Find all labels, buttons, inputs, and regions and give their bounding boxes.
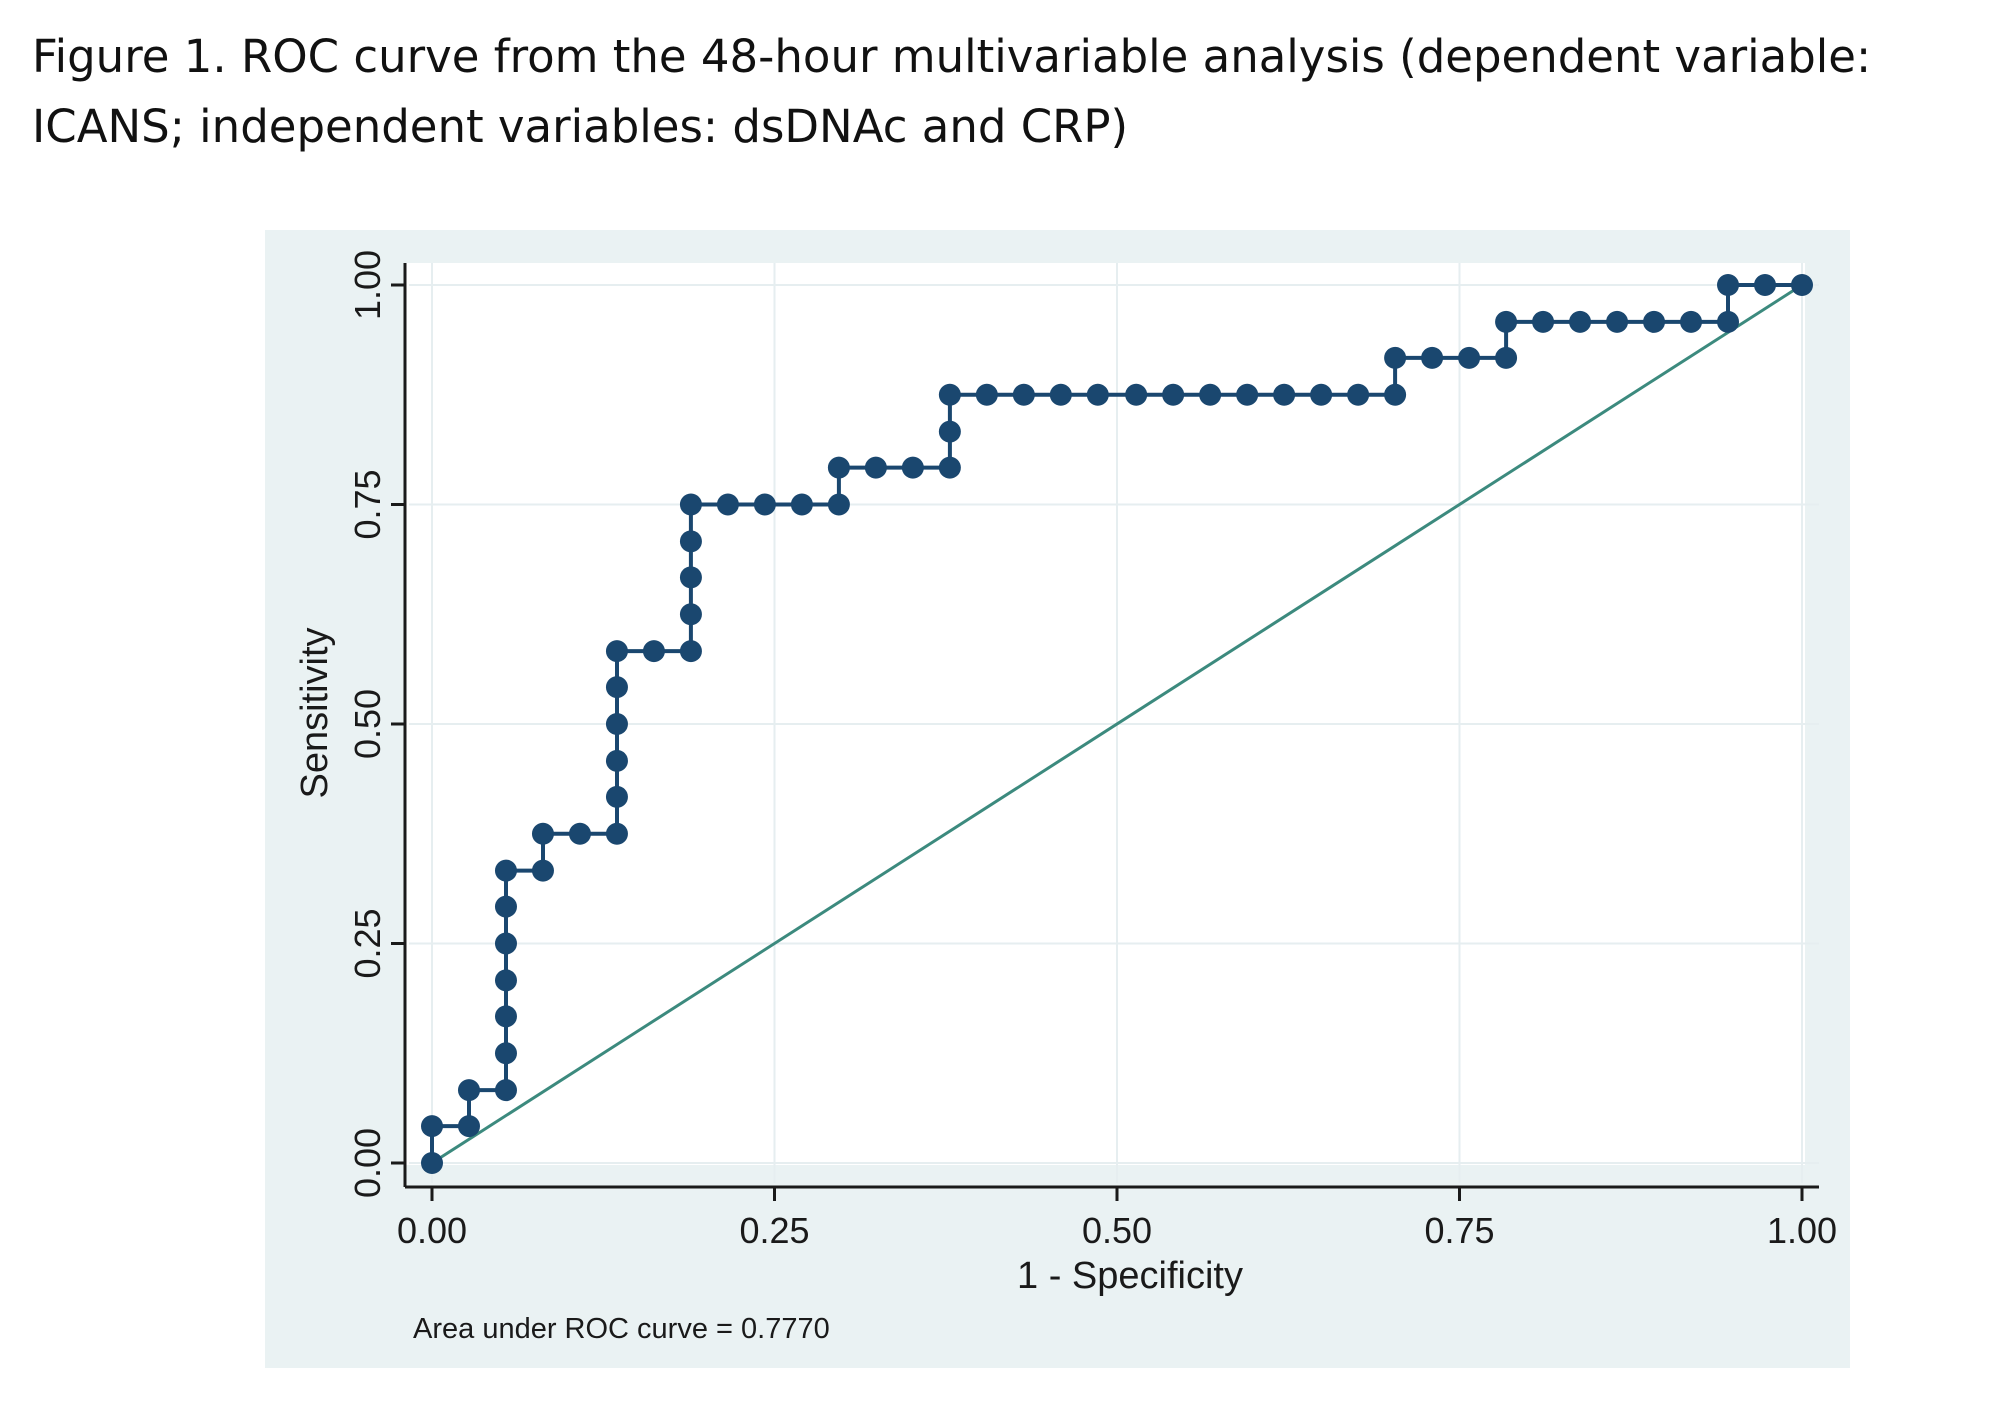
roc-point [1717, 274, 1740, 296]
y-tick-label: 0.00 [347, 1128, 388, 1198]
roc-point [421, 1152, 443, 1174]
roc-point [494, 969, 517, 992]
y-axis-title: Sensitivity [294, 627, 336, 798]
roc-point [1421, 346, 1444, 369]
roc-point [1754, 274, 1777, 296]
roc-point [531, 822, 554, 845]
roc-point [938, 420, 961, 443]
roc-point [679, 493, 702, 516]
roc-point [1569, 310, 1592, 333]
roc-point [494, 1079, 517, 1102]
roc-point [494, 859, 517, 882]
roc-point [827, 456, 850, 479]
roc-point [1606, 310, 1629, 333]
roc-point [605, 640, 628, 663]
roc-point [605, 676, 628, 699]
y-tick-label: 0.25 [347, 908, 388, 978]
roc-point [938, 383, 961, 406]
x-tick-label: 0.50 [1082, 1210, 1152, 1251]
roc-point [1310, 383, 1333, 406]
roc-point [1086, 383, 1109, 406]
roc-point [421, 1115, 443, 1138]
x-tick-label: 0.25 [739, 1210, 809, 1251]
roc-curve-series [421, 274, 1813, 1174]
chart-panel: 0.00 0.25 0.50 0.75 1.00 0.00 0.25 0.50 0.75 1.0… [265, 230, 1850, 1368]
roc-point [1495, 346, 1518, 369]
plot-area [405, 263, 1805, 1165]
roc-point [790, 493, 813, 516]
roc-point [1347, 383, 1370, 406]
roc-point [975, 383, 998, 406]
x-axis-title: 1 - Specificity [1017, 1255, 1243, 1297]
roc-point [1049, 383, 1072, 406]
roc-point [1680, 310, 1703, 333]
roc-point [1384, 383, 1407, 406]
roc-point [605, 785, 628, 808]
roc-point [901, 456, 924, 479]
roc-point [1199, 383, 1222, 406]
roc-point [679, 566, 702, 589]
roc-point [494, 1042, 517, 1065]
roc-point [494, 932, 517, 955]
y-tick-label: 0.75 [347, 469, 388, 539]
roc-point [938, 456, 961, 479]
roc-point [679, 640, 702, 663]
reference-line [431, 283, 1803, 1165]
roc-point [605, 713, 628, 735]
figure-caption: Figure 1. ROC curve from the 48-hour mul… [32, 30, 1872, 153]
y-tick-labels: 0.00 0.25 0.50 0.75 1.00 [347, 250, 388, 1198]
roc-point [1717, 310, 1740, 333]
roc-point [864, 456, 887, 479]
roc-point [716, 493, 739, 516]
roc-point [1532, 310, 1555, 333]
axes [391, 263, 1819, 1201]
roc-point [1791, 274, 1813, 296]
y-tick-label: 0.50 [347, 689, 388, 759]
roc-point [1125, 383, 1148, 406]
auc-note: Area under ROC curve = 0.7770 [413, 1313, 830, 1345]
roc-point [494, 895, 517, 918]
roc-point [568, 822, 591, 845]
roc-point [605, 822, 628, 845]
roc-point [494, 1005, 517, 1028]
roc-chart: 0.00 0.25 0.50 0.75 1.00 0.00 0.25 0.50 0.75 1.0… [294, 250, 1837, 1345]
roc-point [679, 530, 702, 553]
roc-point [753, 493, 776, 516]
roc-point [1643, 310, 1666, 333]
x-tick-labels: 0.00 0.25 0.50 0.75 1.00 [397, 1210, 1837, 1251]
roc-point [679, 603, 702, 626]
y-tick-label: 1.00 [347, 250, 388, 320]
roc-point [1273, 383, 1296, 406]
roc-point [1495, 310, 1518, 333]
roc-point [1236, 383, 1259, 406]
roc-point [642, 640, 665, 663]
roc-point [1162, 383, 1185, 406]
roc-point [531, 859, 554, 882]
roc-point [1384, 346, 1407, 369]
x-tick-label: 0.75 [1424, 1210, 1494, 1251]
x-tick-label: 1.00 [1767, 1210, 1837, 1251]
roc-point [605, 749, 628, 772]
roc-point [827, 493, 850, 516]
x-tick-label: 0.00 [397, 1210, 467, 1251]
roc-point [1458, 346, 1481, 369]
roc-point [457, 1079, 480, 1102]
roc-point [457, 1115, 480, 1138]
roc-point [1012, 383, 1035, 406]
